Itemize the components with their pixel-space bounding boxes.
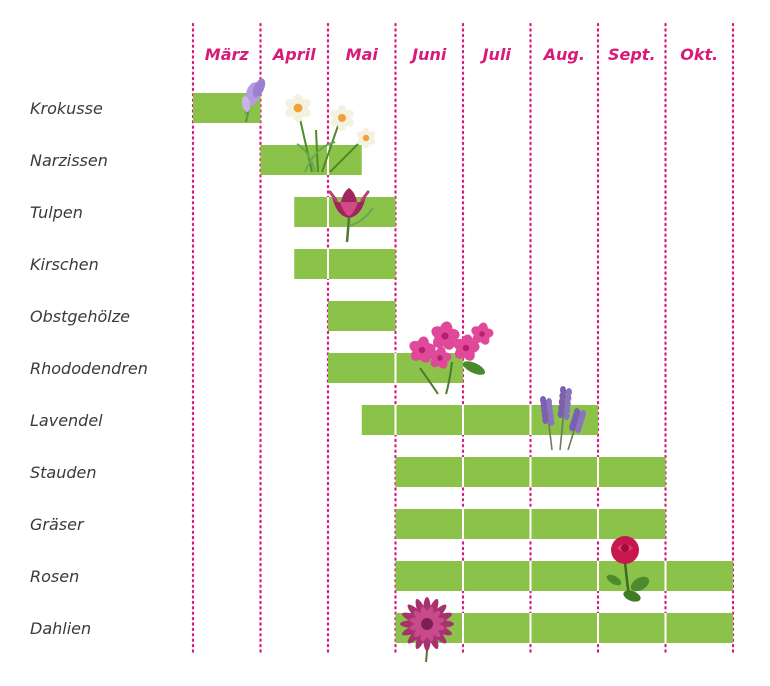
crocus-icon xyxy=(241,78,266,123)
daffodil-icon xyxy=(285,93,376,173)
plant-label: Dahlien xyxy=(30,619,91,638)
plant-label: Gräser xyxy=(30,515,85,534)
month-labels: März April Mai Juni Juli Aug. Sept. Okt. xyxy=(205,45,718,64)
dahlia-icon xyxy=(400,597,454,663)
plant-labels: Krokusse Narzissen Tulpen Kirschen Obstgehöl… xyxy=(30,99,148,638)
bloom-bar xyxy=(395,613,733,643)
plant-label: Lavendel xyxy=(30,411,103,430)
flower-illustrations xyxy=(241,78,650,663)
bloom-bar xyxy=(395,561,733,591)
month-label: Okt. xyxy=(680,45,718,64)
plant-label: Rhododendren xyxy=(30,359,148,378)
lavender-icon xyxy=(540,386,586,451)
plant-label: Krokusse xyxy=(30,99,103,118)
rhododendron-icon xyxy=(409,321,494,395)
rose-icon xyxy=(606,536,650,602)
bloom-bar xyxy=(328,301,396,331)
plant-label: Kirschen xyxy=(30,255,99,274)
month-label: Aug. xyxy=(542,45,585,64)
month-label: April xyxy=(271,45,316,64)
month-label: Sept. xyxy=(608,45,656,64)
month-label: Mai xyxy=(346,45,379,64)
month-label: März xyxy=(205,45,250,64)
month-label: Juni xyxy=(409,45,447,64)
plant-label: Rosen xyxy=(30,567,79,586)
bloom-bar xyxy=(294,249,396,279)
plant-label: Stauden xyxy=(30,463,97,482)
plant-label: Tulpen xyxy=(30,203,83,222)
month-label: Juli xyxy=(480,45,512,64)
tulip-icon xyxy=(328,188,374,243)
plant-label: Narzissen xyxy=(30,151,108,170)
plant-label: Obstgehölze xyxy=(30,307,130,326)
